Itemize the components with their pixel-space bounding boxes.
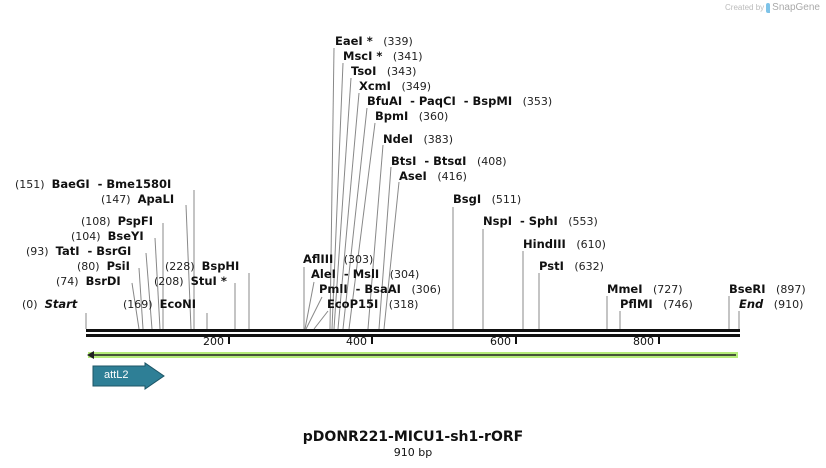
site-tati-bsrgi[interactable]: (93) TatI - BsrGI [26,244,132,259]
site-stui[interactable]: (208) StuI * [154,274,227,289]
attl2-feature-label: attL2 [104,369,129,381]
site-bpmi[interactable]: BpmI (360) [375,109,449,124]
site-btsi-btsai[interactable]: BtsI - BtsαI (408) [391,154,507,169]
site-bsphi[interactable]: (228) BspHI [165,259,240,274]
sequence-backbone-bottom [86,334,740,337]
plasmid-name: pDONR221-MICU1-sh1-rORF [302,429,524,445]
ruler-ticks [228,337,660,344]
sequence-backbone-top [86,329,740,332]
site-ndei[interactable]: NdeI (383) [383,132,454,147]
site-alei-msli[interactable]: AleI - MslI (304) [311,267,420,282]
ruler-tick-label: 600 [490,335,511,348]
orf-reverse-arrow[interactable] [87,351,738,359]
site-msci[interactable]: MscI * (341) [343,49,423,64]
site-hindiii[interactable]: HindIII (610) [523,237,606,252]
credit-brand: SnapGene [772,2,820,13]
site-eaei[interactable]: EaeI * (339) [335,34,413,49]
ruler-tick-label: 800 [633,335,654,348]
credit-prefix: Created by [725,3,765,12]
site-econi[interactable]: (169) EcoNI [123,297,197,312]
site-pmli-bsaai[interactable]: PmlI - BsaAI (306) [319,282,442,297]
site-bsgi[interactable]: BsgI (511) [453,192,522,207]
snapgene-credit: Created by SnapGene [725,2,820,13]
site-leader-lines [85,47,740,330]
site-start[interactable]: (0) Start [22,297,78,312]
site-psii[interactable]: (80) PsiI [77,259,130,274]
site-bseri[interactable]: BseRI (897) [729,282,806,297]
snapgene-logo-icon [766,2,771,13]
plasmid-length: 910 bp [393,446,433,459]
site-bfuai-paqci-bspmi[interactable]: BfuAI - PaqCI - BspMI (353) [367,94,553,109]
site-ecop15i[interactable]: EcoP15I (318) [327,297,419,312]
site-asei[interactable]: AseI (416) [399,169,467,184]
site-mmei[interactable]: MmeI (727) [607,282,683,297]
site-psti[interactable]: PstI (632) [539,259,604,274]
site-afliii[interactable]: AflIII (303) [303,252,374,267]
ruler-tick-label: 200 [203,335,224,348]
site-pflmi[interactable]: PflMI (746) [620,297,693,312]
site-pspfi[interactable]: (108) PspFI [81,214,154,229]
site-bsrdi[interactable]: (74) BsrDI [56,274,121,289]
site-bseyi[interactable]: (104) BseYI [71,229,144,244]
site-end[interactable]: End (910) [739,297,804,312]
site-nspi-sphi[interactable]: NspI - SphI (553) [483,214,598,229]
site-baegi-bme1580i[interactable]: (151) BaeGI - Bme1580I [15,177,172,192]
site-xcmi[interactable]: XcmI (349) [359,79,432,94]
site-tsoi[interactable]: TsoI (343) [351,64,417,79]
site-apali[interactable]: (147) ApaLI [101,192,175,207]
ruler-tick-label: 400 [346,335,367,348]
attl2-feature-arrow[interactable] [92,362,165,390]
